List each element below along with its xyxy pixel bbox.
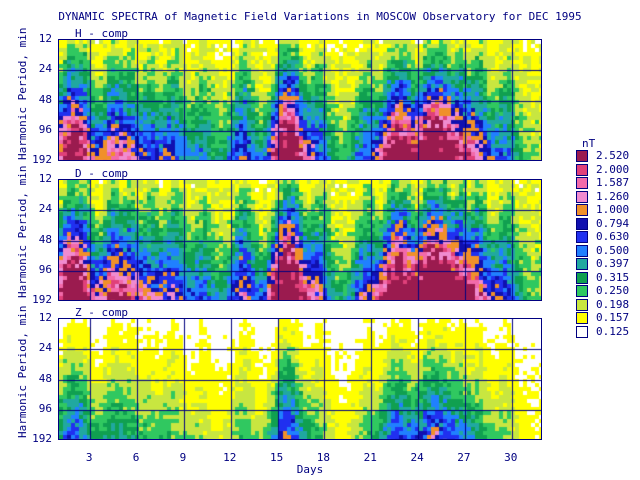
legend-entry: 0.630 xyxy=(576,230,636,243)
heatmap-canvas-h xyxy=(59,40,541,160)
legend-swatch xyxy=(576,204,588,216)
y-tick-label: 24 xyxy=(38,341,52,355)
legend-entry: 1.260 xyxy=(576,189,636,203)
x-tick-label: 9 xyxy=(179,451,187,464)
legend-value: 0.500 xyxy=(596,243,630,257)
legend-swatch xyxy=(576,285,588,297)
x-tick-label: 27 xyxy=(457,451,471,464)
y-tick-label: 96 xyxy=(38,262,52,276)
x-tick-label: 6 xyxy=(132,451,140,464)
panel-label-d: D - comp xyxy=(75,167,128,180)
legend-swatch xyxy=(576,325,588,338)
x-tick-label: 3 xyxy=(85,451,93,464)
legend-value: 0.315 xyxy=(596,270,630,284)
heatmap-panel-z xyxy=(58,318,542,440)
y-tick-label: 192 xyxy=(32,153,52,166)
legend-value: 0.250 xyxy=(596,284,630,297)
chart-title: DYNAMIC SPECTRA of Magnetic Field Variat… xyxy=(58,10,582,23)
x-tick-label: 12 xyxy=(223,451,237,464)
legend-swatch xyxy=(576,217,588,230)
legend-value: 2.520 xyxy=(596,149,630,162)
legend-entry: 0.397 xyxy=(576,257,636,270)
legend-entry: 0.315 xyxy=(576,270,636,284)
legend-value: 2.000 xyxy=(596,162,630,176)
legend-entry: 0.125 xyxy=(576,324,636,338)
y-tick-label: 192 xyxy=(32,293,52,306)
y-tick-label: 24 xyxy=(38,202,52,216)
legend-swatch xyxy=(576,150,588,162)
legend-swatch xyxy=(576,244,588,257)
legend-entry: 1.000 xyxy=(576,203,636,216)
legend-entry: 0.794 xyxy=(576,216,636,230)
legend-entry: 2.520 xyxy=(576,149,636,162)
legend-entry: 0.500 xyxy=(576,243,636,257)
legend-value: 0.630 xyxy=(596,230,630,243)
legend-entry: 0.198 xyxy=(576,297,636,311)
y-tick-label: 12 xyxy=(38,172,52,185)
legend-unit: nT xyxy=(582,137,596,150)
x-tick-label: 18 xyxy=(316,451,331,464)
panel-label-h: H - comp xyxy=(75,27,128,40)
x-tick-label: 30 xyxy=(504,451,518,464)
y-tick-label: 96 xyxy=(38,122,52,136)
legend-value: 1.587 xyxy=(596,176,630,189)
legend-value: 1.000 xyxy=(596,203,630,216)
y-tick-label: 96 xyxy=(38,401,52,415)
legend-value: 0.794 xyxy=(596,216,630,230)
legend-swatch xyxy=(576,298,588,311)
legend-swatch xyxy=(576,231,588,243)
y-tick-label: 12 xyxy=(38,32,52,45)
legend-entry: 1.587 xyxy=(576,176,636,189)
legend-value: 1.260 xyxy=(596,189,630,203)
heatmap-panel-d xyxy=(58,179,542,301)
legend-value: 0.397 xyxy=(596,257,630,270)
panel-label-z: Z - comp xyxy=(75,306,128,319)
x-axis-label: Days xyxy=(296,463,324,476)
legend-entry: 0.250 xyxy=(576,284,636,297)
y-tick-label: 48 xyxy=(38,92,52,106)
legend-swatch xyxy=(576,177,588,189)
x-tick-label: 21 xyxy=(363,451,377,464)
y-tick-label: 48 xyxy=(38,371,52,385)
legend-swatch xyxy=(576,190,588,203)
y-tick-label: 12 xyxy=(38,311,52,324)
heatmap-panel-h xyxy=(58,39,542,161)
legend-entry: 0.157 xyxy=(576,311,636,324)
heatmap-canvas-d xyxy=(59,180,541,300)
y-tick-label: 192 xyxy=(32,432,52,445)
legend-value: 0.198 xyxy=(596,297,630,311)
heatmap-canvas-z xyxy=(59,319,541,439)
legend-swatch xyxy=(576,312,588,324)
y-tick-label: 24 xyxy=(38,62,52,76)
y-tick-label: 48 xyxy=(38,232,52,246)
legend-entry: 2.000 xyxy=(576,162,636,176)
legend-value: 0.157 xyxy=(596,311,630,324)
x-tick-label: 15 xyxy=(269,451,284,464)
legend-value: 0.125 xyxy=(596,324,630,338)
x-tick-label: 24 xyxy=(410,451,424,464)
legend-swatch xyxy=(576,258,588,270)
legend-swatch xyxy=(576,163,588,176)
legend-swatch xyxy=(576,271,588,284)
